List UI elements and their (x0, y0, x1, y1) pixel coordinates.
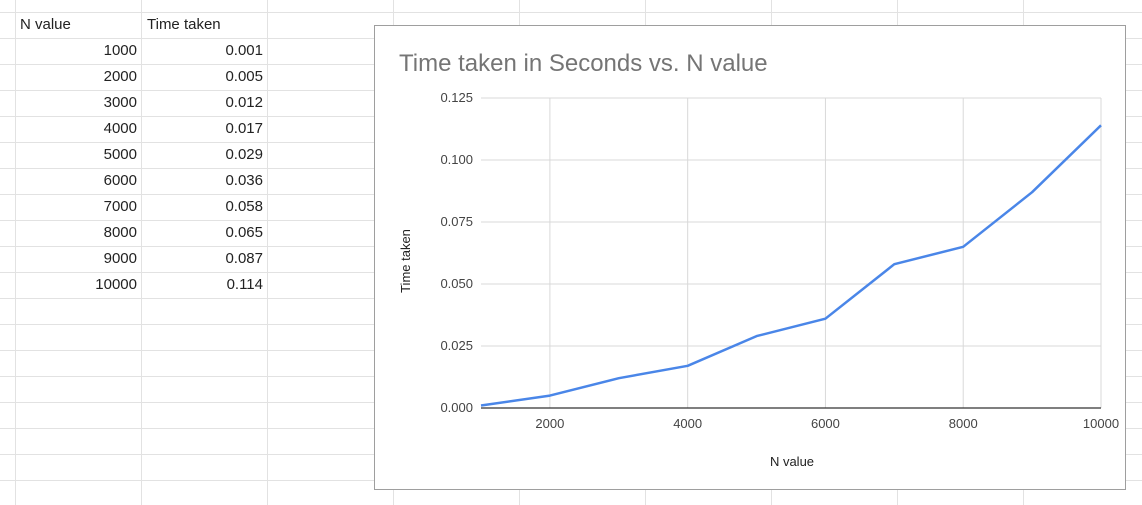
cell-time-taken[interactable]: 0.036 (225, 172, 263, 189)
y-axis-label: Time taken (398, 229, 413, 293)
header-time-taken[interactable]: Time taken (147, 16, 221, 33)
y-tick-label: 0.000 (440, 400, 473, 415)
x-tick-label: 10000 (1083, 416, 1119, 431)
x-tick-label: 4000 (673, 416, 702, 431)
cell-time-taken[interactable]: 0.017 (225, 120, 263, 137)
cell-time-taken[interactable]: 0.058 (225, 198, 263, 215)
chart-title: Time taken in Seconds vs. N value (399, 50, 768, 77)
y-tick-label: 0.100 (440, 152, 473, 167)
cell-n-value[interactable]: 2000 (103, 68, 137, 85)
cell-time-taken[interactable]: 0.087 (225, 250, 263, 267)
chart-card[interactable]: Time taken in Seconds vs. N value N valu… (374, 25, 1126, 490)
cell-n-value[interactable]: 10000 (95, 276, 137, 293)
cell-time-taken[interactable]: 0.065 (225, 224, 263, 241)
cell-n-value[interactable]: 3000 (103, 94, 137, 111)
y-tick-label: 0.025 (440, 338, 473, 353)
x-tick-label: 2000 (535, 416, 564, 431)
line-chart: Time taken in Seconds vs. N value N valu… (398, 50, 1119, 469)
cell-n-value[interactable]: 5000 (103, 146, 137, 163)
series-line[interactable] (480, 124, 1102, 407)
x-tick-label: 6000 (811, 416, 840, 431)
y-tick-label: 0.050 (440, 276, 473, 291)
cell-n-value[interactable]: 9000 (103, 250, 137, 267)
cell-time-taken[interactable]: 0.001 (225, 42, 263, 59)
cell-time-taken[interactable]: 0.012 (225, 94, 263, 111)
x-tick-label: 8000 (949, 416, 978, 431)
cell-time-taken[interactable]: 0.005 (225, 68, 263, 85)
cell-n-value[interactable]: 1000 (103, 42, 137, 59)
header-n-value[interactable]: N value (20, 16, 71, 33)
cell-time-taken[interactable]: 0.029 (225, 146, 263, 163)
x-axis-label: N value (770, 454, 814, 469)
cell-n-value[interactable]: 6000 (103, 172, 137, 189)
y-tick-label: 0.125 (440, 90, 473, 105)
cell-n-value[interactable]: 4000 (103, 120, 137, 137)
cell-n-value[interactable]: 8000 (103, 224, 137, 241)
cell-time-taken[interactable]: 0.114 (226, 276, 263, 293)
y-tick-label: 0.075 (440, 214, 473, 229)
cell-n-value[interactable]: 7000 (103, 198, 137, 215)
